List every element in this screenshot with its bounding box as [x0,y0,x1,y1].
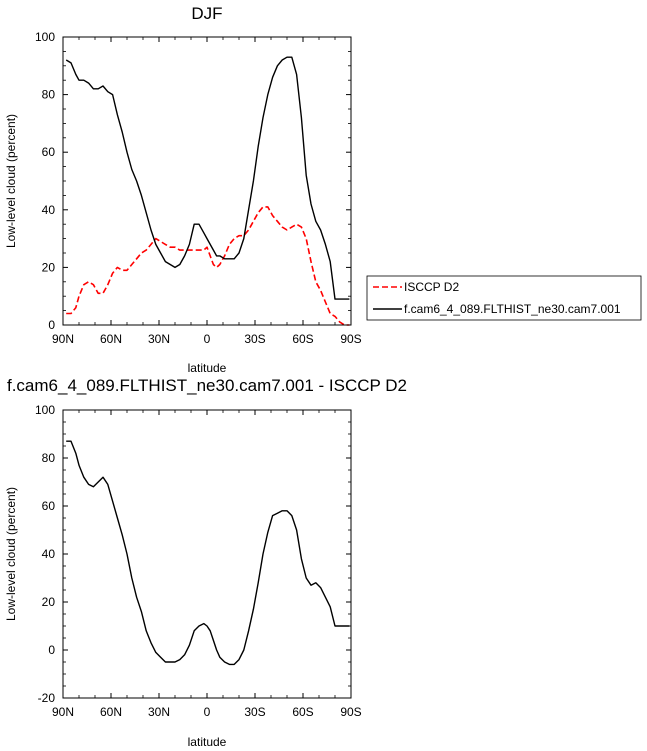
legend-label-model: f.cam6_4_089.FLTHIST_ne30.cam7.001 [404,302,621,316]
series-line-isccp [66,206,350,326]
series-line-model [66,440,350,666]
x-tick-label: 60N [100,705,122,719]
tick-group: 90N 60N 30N 0 30S 60S 90S 0 20 40 60 80 100 [35,30,362,346]
x-tick-label: 0 [204,705,211,719]
x-tick-label: 30N [148,705,170,719]
x-axis-label: latitude [188,735,227,749]
y-tick-label: 0 [48,643,55,657]
x-tick-label: 30S [244,332,265,346]
y-tick-label: 20 [42,260,56,274]
y-tick-label: 100 [35,403,55,417]
x-tick-label: 30S [244,705,265,719]
y-tick-label: 100 [35,30,55,44]
x-tick-label: 60S [292,705,313,719]
y-tick-label: 80 [42,88,56,102]
x-tick-label: 90N [52,705,74,719]
y-axis-label: Low-level cloud (percent) [4,487,18,621]
legend: ISCCP D2 f.cam6_4_089.FLTHIST_ne30.cam7.… [366,275,642,321]
x-tick-label: 60N [100,332,122,346]
y-tick-label: 80 [42,451,56,465]
chart-panel-djf: DJF Low-level cloud (percent) latitude 9… [4,4,642,375]
plot-frame [62,409,352,699]
series-group [65,56,350,326]
y-tick-label: 60 [42,499,56,513]
y-tick-label: 40 [42,203,56,217]
chart-panel-difference: f.cam6_4_089.FLTHIST_ne30.cam7.001 - ISC… [4,376,407,749]
chart-title: f.cam6_4_089.FLTHIST_ne30.cam7.001 - ISC… [7,376,407,395]
y-tick-label: 20 [42,595,56,609]
series-line-model [65,56,350,300]
legend-box [366,275,642,321]
x-axis-label: latitude [188,361,227,375]
legend-label-isccp: ISCCP D2 [404,280,459,294]
y-tick-label: -20 [38,691,56,705]
y-tick-label: 60 [42,145,56,159]
y-axis-label: Low-level cloud (percent) [4,114,18,248]
plot-frame [62,36,352,326]
x-tick-label: 90N [52,332,74,346]
x-tick-label: 0 [204,332,211,346]
x-tick-label: 90S [340,332,361,346]
y-tick-label: 40 [42,547,56,561]
tick-group: 90N 60N 30N 0 30S 60S 90S -20 0 20 40 60 80 100 [35,403,362,719]
chart-title: DJF [191,4,222,23]
y-tick-label: 0 [48,318,55,332]
x-tick-label: 60S [292,332,313,346]
x-tick-label: 90S [340,705,361,719]
x-tick-label: 30N [148,332,170,346]
series-group [66,440,350,666]
